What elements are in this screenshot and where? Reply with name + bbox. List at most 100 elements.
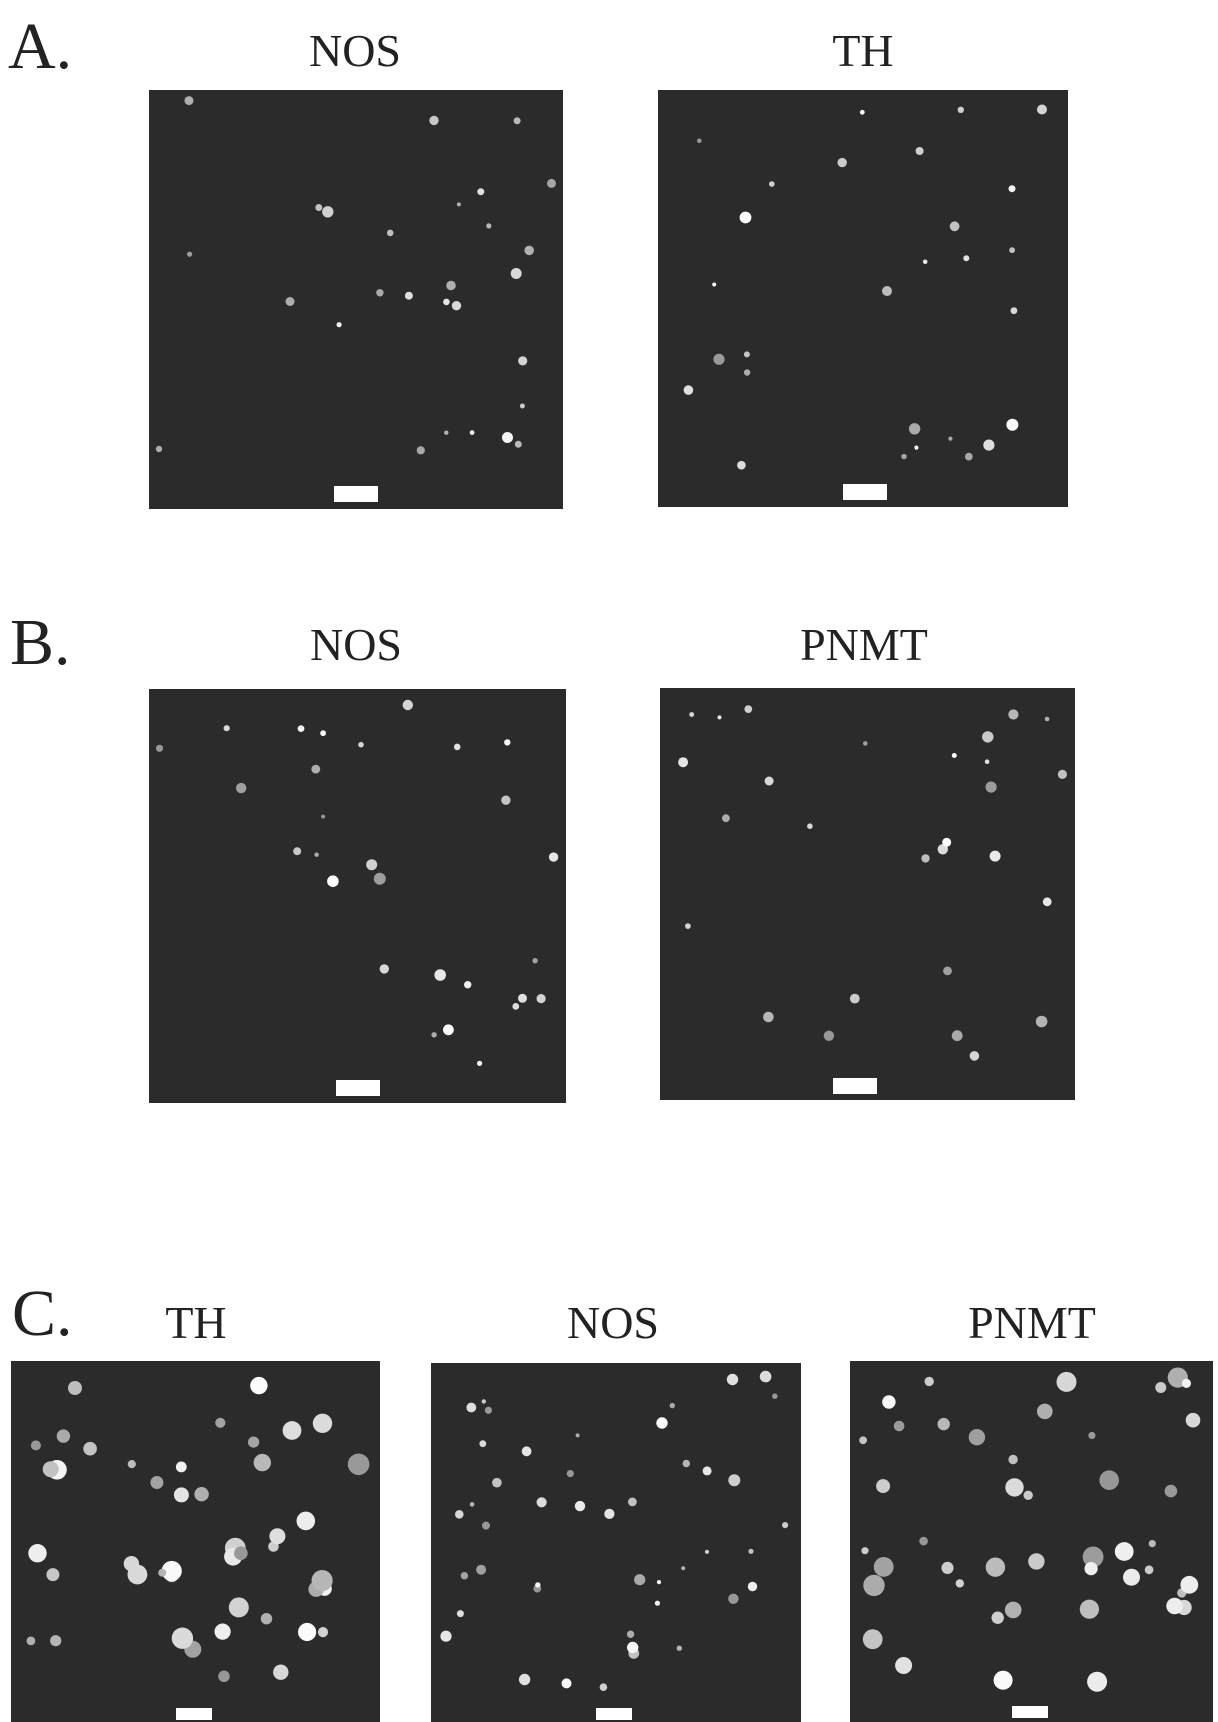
cell <box>1087 1672 1107 1692</box>
cell <box>894 1421 905 1432</box>
cell <box>1009 247 1015 253</box>
cell <box>455 1510 464 1519</box>
cell <box>765 777 774 786</box>
cell <box>269 1528 285 1544</box>
cell <box>703 1466 712 1475</box>
cell <box>956 1579 964 1587</box>
cell <box>470 1502 475 1507</box>
cell <box>297 1512 316 1531</box>
cell <box>322 206 333 217</box>
cell <box>236 783 246 793</box>
cell <box>1186 1413 1201 1428</box>
cell <box>27 1637 36 1646</box>
cell <box>318 1627 328 1637</box>
cell <box>215 1624 231 1640</box>
cell <box>293 847 301 855</box>
cell <box>1005 1478 1023 1496</box>
cell <box>628 1498 637 1507</box>
cell <box>174 1487 189 1502</box>
cell <box>28 1544 46 1562</box>
cell <box>454 744 461 751</box>
cell <box>150 1476 163 1489</box>
scale-bar <box>336 1080 380 1096</box>
cell <box>744 369 750 375</box>
cell <box>57 1429 70 1442</box>
cell <box>562 1678 572 1688</box>
panel-label: B. <box>10 606 71 679</box>
cell <box>970 1051 980 1061</box>
panel-label: C. <box>12 1277 73 1350</box>
cell <box>1011 307 1018 314</box>
cell <box>520 404 525 409</box>
scale-bar <box>596 1708 632 1720</box>
cell <box>327 875 339 887</box>
cell <box>504 739 510 745</box>
cell <box>156 446 162 452</box>
cell <box>532 958 537 963</box>
cell <box>444 431 448 435</box>
cell <box>248 1437 259 1448</box>
cell <box>482 1522 490 1530</box>
micrograph <box>431 1363 801 1722</box>
cell <box>722 814 730 822</box>
cell <box>963 255 969 261</box>
cell <box>519 1674 530 1685</box>
cell <box>952 753 957 758</box>
cell <box>466 1403 476 1413</box>
cell <box>537 994 546 1003</box>
image-title: NOS <box>567 1297 659 1348</box>
cell <box>863 741 868 746</box>
cell <box>921 854 929 862</box>
cell <box>948 437 952 441</box>
cell <box>1155 1382 1166 1393</box>
cell <box>156 745 163 752</box>
cell <box>337 322 342 327</box>
cell <box>461 1572 468 1579</box>
cell <box>916 147 924 155</box>
cell <box>524 246 534 256</box>
cell <box>681 1566 685 1570</box>
cell <box>446 281 456 291</box>
cell <box>909 423 920 434</box>
image-title: TH <box>165 1297 226 1348</box>
cell <box>914 446 918 450</box>
cell <box>31 1440 41 1450</box>
cell <box>986 782 997 793</box>
cell <box>443 299 450 306</box>
cell <box>942 838 951 847</box>
cell <box>1005 1602 1022 1619</box>
cell <box>127 1565 147 1585</box>
cell <box>417 446 425 454</box>
cell <box>518 356 527 365</box>
cell <box>479 1440 486 1447</box>
micrograph <box>658 90 1068 507</box>
image-title: NOS <box>310 619 402 670</box>
cell <box>838 158 847 167</box>
cell <box>634 1574 645 1585</box>
cell <box>405 292 413 300</box>
cell <box>712 283 716 287</box>
cell <box>1099 1470 1119 1490</box>
cell <box>1085 1562 1098 1575</box>
cell <box>46 1568 59 1581</box>
cell <box>882 286 892 296</box>
image-title: TH <box>832 25 893 76</box>
cell <box>576 1433 580 1437</box>
cell <box>1045 717 1050 722</box>
cell <box>1123 1569 1140 1586</box>
cell <box>985 759 990 764</box>
cell <box>1165 1485 1178 1498</box>
cell <box>1166 1598 1183 1615</box>
cell <box>518 994 527 1003</box>
cell <box>627 1631 634 1638</box>
cell <box>1145 1565 1154 1574</box>
cell <box>772 1394 777 1399</box>
cell <box>782 1522 788 1528</box>
scale-bar <box>1012 1706 1048 1718</box>
cell <box>656 1417 667 1428</box>
cell <box>431 1032 436 1037</box>
cell <box>1037 105 1047 115</box>
cell <box>547 179 556 188</box>
cell <box>748 1582 757 1591</box>
cell <box>938 1418 950 1430</box>
